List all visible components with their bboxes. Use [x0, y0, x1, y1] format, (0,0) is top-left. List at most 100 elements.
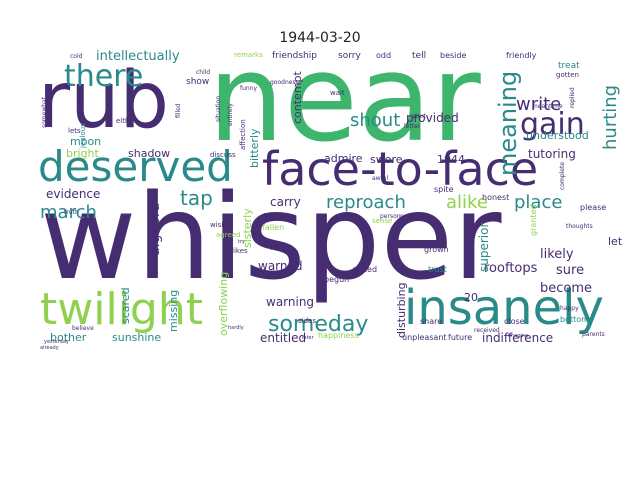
word-warning: warning	[266, 295, 315, 309]
word-sides: sides	[298, 317, 316, 325]
word-write: write	[516, 94, 562, 115]
word-cold: cold	[70, 53, 83, 60]
word-moon: moon	[70, 135, 102, 148]
word-alike: alike	[446, 192, 488, 213]
word-tap: tap	[180, 186, 213, 210]
word-goodness: goodness	[270, 79, 299, 86]
word-entirely: entirely	[227, 103, 234, 126]
word-1944: 1944	[437, 153, 465, 166]
word-scared: scared	[119, 287, 132, 324]
word-person: person	[380, 213, 401, 220]
word-bottom: bottom	[560, 315, 589, 324]
word-insanely: insanely	[404, 280, 604, 336]
word-bright: bright	[66, 147, 99, 160]
word-letter: letter	[404, 123, 421, 130]
word-begun: begun	[324, 275, 350, 284]
word-jealous: jealous	[79, 123, 87, 148]
word-believe: believe	[72, 325, 94, 332]
chart-title: 1944-03-20	[279, 30, 361, 46]
word-friendly: friendly	[506, 51, 537, 60]
word-try: try	[238, 239, 245, 245]
word-remarks: remarks	[234, 51, 263, 59]
word-hardly: hardly	[228, 325, 244, 331]
word-affection: affection	[239, 119, 247, 150]
word-20: 20	[464, 291, 478, 304]
word-unpleasant: unpleasant	[402, 333, 447, 342]
word-lets: lets	[68, 127, 81, 135]
word-start: start	[412, 113, 426, 120]
word-either: either	[116, 117, 137, 125]
word-swore: swore	[370, 153, 403, 166]
word-reproach: reproach	[326, 192, 406, 213]
word-granted: granted	[529, 204, 538, 236]
word-near: near	[208, 30, 481, 169]
word-indifference: indifference	[482, 331, 554, 345]
word-situation: situation	[215, 95, 222, 122]
word-beside: beside	[440, 51, 467, 60]
word-disturbing: disturbing	[395, 282, 408, 338]
word-odd: odd	[376, 51, 392, 60]
word-honest: honest	[482, 193, 510, 202]
word-twilight: twilight	[40, 284, 203, 335]
word-show: show	[186, 77, 210, 87]
word-algebra: algebra	[147, 202, 163, 256]
word-entitled: entitled	[260, 331, 307, 345]
word-grown: grown	[424, 245, 449, 254]
word-somewhat: somewhat	[41, 96, 48, 128]
word-already: already	[40, 345, 59, 351]
word-tutoring: tutoring	[528, 147, 576, 161]
word-become: become	[540, 281, 593, 296]
word-fallen: fallen	[262, 223, 285, 232]
word-trust: trust	[428, 265, 447, 274]
word-perhaps: perhaps	[400, 213, 425, 220]
word-place: place	[514, 192, 563, 213]
word-filled: filled	[175, 103, 182, 118]
word-received: received	[474, 327, 500, 334]
word-hurting: hurting	[600, 84, 621, 150]
word-future: future	[448, 333, 473, 342]
word-march: march	[40, 202, 97, 223]
word-funny: funny	[240, 85, 258, 92]
word-let: let	[608, 235, 623, 248]
word-meantime: meantime	[532, 103, 563, 110]
word-later: later	[302, 335, 314, 341]
word-please: please	[580, 203, 607, 212]
word-gain: gain	[520, 107, 585, 142]
word-meaning: meaning	[494, 70, 522, 176]
word-imagine: imagine	[508, 333, 529, 339]
word-admire: admire	[324, 152, 363, 165]
word-shadow: shadow	[128, 147, 171, 160]
word-happiness: happiness	[318, 331, 359, 340]
word-there: there	[64, 59, 144, 94]
word-bitterly: bitterly	[248, 128, 261, 168]
word-replied: replied	[569, 87, 576, 108]
word-sense: sense	[372, 217, 393, 225]
word-truth: truth	[64, 209, 79, 216]
word-missing: missing	[167, 289, 180, 332]
word-sure: sure	[556, 263, 585, 278]
word-share: share	[420, 317, 443, 326]
word-understood: understood	[526, 129, 589, 142]
word-whisper: whisper	[40, 168, 502, 306]
word-wish: wish	[210, 221, 226, 229]
word-rub: rub	[38, 56, 170, 146]
word-provided: provided	[406, 111, 459, 125]
word-spite: spite	[434, 185, 454, 194]
word-happy: happy	[560, 305, 579, 312]
word-discuss: discuss	[210, 151, 236, 159]
word-like: like	[270, 243, 284, 252]
word-someday: someday	[268, 312, 369, 337]
word-thoughts: thoughts	[566, 223, 593, 230]
word-gaze: gaze	[262, 209, 291, 223]
word-wait: wait	[330, 89, 345, 97]
word-yesterday: yesterday	[44, 339, 69, 345]
word-gotten: gotten	[556, 71, 579, 79]
word-evidence: evidence	[46, 187, 101, 201]
word-rooftops: rooftops	[484, 261, 538, 276]
word-added: added	[352, 265, 378, 274]
word-shout: shout	[350, 110, 401, 131]
word-treat: treat	[558, 61, 580, 71]
word-intellectually: intellectually	[96, 49, 180, 64]
word-friendship: friendship	[272, 51, 317, 61]
